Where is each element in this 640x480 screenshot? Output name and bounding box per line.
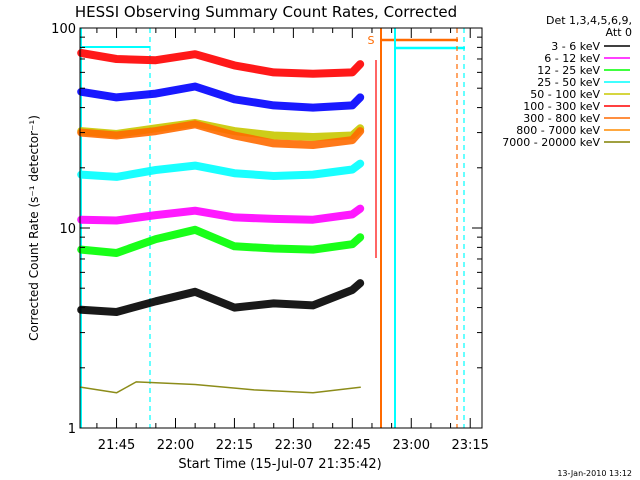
x-tick-label: 22:45 <box>334 438 371 453</box>
legend-label: 3 - 6 keV <box>551 40 600 53</box>
series-line-5 <box>77 49 365 78</box>
legend-header-line2: Att 0 <box>606 26 632 39</box>
series-line-9 <box>77 82 365 112</box>
x-tick-label: 23:00 <box>393 438 430 453</box>
timestamp: 13-Jan-2010 13:12 <box>557 469 632 478</box>
series-line-0 <box>77 279 365 316</box>
y-axis-label: Corrected Count Rate (s⁻¹ detector⁻¹) <box>27 115 41 341</box>
x-axis-label: Start Time (15-Jul-07 21:35:42) <box>178 457 381 472</box>
legend-label: 300 - 800 keV <box>523 112 600 125</box>
legend-label: 7000 - 20000 keV <box>502 136 600 149</box>
series-line-2 <box>77 225 365 257</box>
series-line-8 <box>80 381 361 394</box>
legend-header-line1: Det 1,3,4,5,6,9, <box>546 14 632 27</box>
plot-frame <box>79 27 483 429</box>
flag-s-label: S <box>368 34 375 47</box>
y-tick-label: 10 <box>59 222 76 237</box>
legend-label: 50 - 100 keV <box>530 88 600 101</box>
legend-label: 12 - 25 keV <box>537 64 600 77</box>
x-tick-label: 22:00 <box>157 438 194 453</box>
x-tick-label: 21:45 <box>98 438 135 453</box>
legend-label: 6 - 12 keV <box>544 52 600 65</box>
legend-label: 25 - 50 keV <box>537 76 600 89</box>
chart-title: HESSI Observing Summary Count Rates, Cor… <box>75 3 457 21</box>
legend-label: 800 - 7000 keV <box>516 124 600 137</box>
y-tick-label: 100 <box>51 22 76 37</box>
x-tick-label: 22:30 <box>275 438 312 453</box>
series-line-6 <box>77 120 365 149</box>
series-line-3 <box>77 159 365 181</box>
x-tick-label: 23:15 <box>451 438 488 453</box>
y-tick-label: 1 <box>68 422 76 437</box>
x-tick-label: 22:15 <box>216 438 253 453</box>
series-line-1 <box>77 204 365 225</box>
legend-label: 100 - 300 keV <box>523 100 600 113</box>
